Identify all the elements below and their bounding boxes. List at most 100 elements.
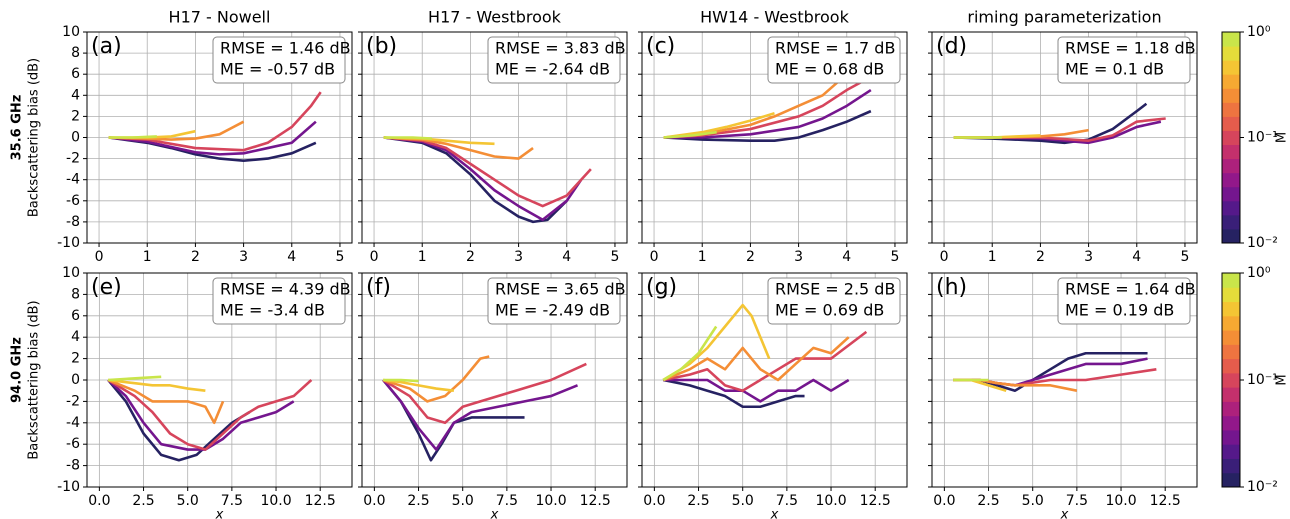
frame (641, 31, 908, 244)
x-tick-label: 2 (466, 249, 475, 265)
annotation-box (212, 277, 346, 325)
plot-area (107, 375, 313, 462)
y-tick-label: -2 (66, 393, 80, 409)
annotation-text: ME = 0.68 dB (775, 60, 884, 79)
annotation-text: RMSE = 3.83 dB (495, 39, 626, 58)
colorbar-band (1222, 372, 1240, 388)
colorbar-tick-label: 10⁻² (1247, 235, 1278, 251)
series-line (383, 136, 592, 208)
x-tick-label: 5.0 (732, 493, 754, 509)
annotation-text: ME = -0.57 dB (220, 60, 335, 79)
x-tick-label: 2.5 (132, 493, 154, 509)
panel-label: (a) (91, 34, 122, 59)
plot-area (383, 136, 592, 224)
panel: 0 1 2 3 4 5 HW14 - Westbrook (c) RMSE = 1.7 dB ME… (638, 8, 908, 265)
annotation-text: ME = -2.64 dB (495, 60, 610, 79)
x-tick-label: 3 (1084, 249, 1093, 265)
x-tick-label: 10.0 (815, 493, 846, 509)
annotation-box (487, 36, 621, 84)
series-line (663, 111, 775, 139)
y-tick-label: 8 (71, 286, 80, 302)
x-tick-label: 4 (562, 249, 571, 265)
series-line (108, 135, 157, 139)
colorbar-band (1222, 315, 1240, 331)
y-tick-label: 10 (62, 265, 80, 281)
x-tick-label: 10.0 (535, 493, 566, 509)
colorbar-band (1222, 102, 1240, 117)
x-tick-label: 5.0 (177, 493, 199, 509)
colorbar-band (1222, 172, 1240, 188)
x-tick-label: 2.5 (977, 493, 999, 509)
x-tick-label: 5.0 (1022, 493, 1044, 509)
panel-title: H17 - Nowell (169, 8, 271, 27)
x-tick-label: 7.5 (221, 493, 243, 509)
panel: 0.0 2.5 5.0 7.5 10.0 12.5 x (g) RMSE = 2.5 dB ME … (638, 272, 908, 519)
panel: 0.0 2.5 5.0 7.5 10.0 12.5 x (h) RMSE = 1.64 dB ME… (928, 265, 1290, 519)
x-tick-label: 5 (610, 249, 619, 265)
x-tick-label: 4 (842, 249, 851, 265)
series-line (108, 91, 322, 152)
x-tick-label: 5 (1180, 249, 1189, 265)
row-label: 94.0 GHz (10, 337, 25, 403)
y-tick-label: 2 (71, 108, 80, 124)
x-tick-label: 1 (698, 249, 707, 265)
y-tick-label: -4 (66, 172, 80, 188)
colorbar-tick-label: 10⁻² (1247, 479, 1278, 495)
series-line (382, 362, 587, 425)
annotation-box (487, 277, 621, 325)
x-tick-label: 1 (143, 249, 152, 265)
x-tick-label: 4 (287, 249, 296, 265)
y-tick-label: 0 (71, 372, 80, 388)
x-tick-label: 2.5 (687, 493, 709, 509)
y-tick-label: -6 (66, 436, 80, 452)
x-tick-label: 0.0 (643, 493, 665, 509)
annotation-box (212, 36, 346, 84)
frame (361, 31, 628, 244)
frame (86, 31, 353, 244)
annotation-text: ME = -2.49 dB (495, 301, 610, 320)
x-tick-label: 5 (335, 249, 344, 265)
x-tick-label: 7.5 (1066, 493, 1088, 509)
series-line (107, 378, 225, 425)
colorbar-label: M (1275, 374, 1290, 385)
panel: 0 1 2 3 4 5 H17 - Westbrook (b) RMSE = 3.83 dB ME… (358, 8, 628, 265)
colorbar-band (1222, 130, 1240, 146)
y-tick-label: 6 (71, 308, 80, 324)
panel-label: (c) (646, 34, 675, 59)
x-tick-label: 0 (650, 249, 659, 265)
x-tick-label: 5.0 (452, 493, 474, 509)
x-tick-label: 10.0 (1105, 493, 1136, 509)
annotation-text: RMSE = 4.39 dB (220, 280, 351, 299)
colorbar-band (1222, 444, 1240, 459)
x-tick-label: 4 (1132, 249, 1141, 265)
x-tick-label: 1 (988, 249, 997, 265)
annotation-text: RMSE = 1.64 dB (1065, 280, 1196, 299)
colorbar-band (1222, 88, 1240, 103)
series-line (382, 379, 579, 451)
y-axis-label: Backscattering bias (dB) (27, 300, 42, 459)
colorbar-band (1222, 401, 1240, 417)
panel-label: (g) (646, 275, 677, 300)
x-axis-label: x (1060, 508, 1069, 519)
x-tick-label: 3 (794, 249, 803, 265)
panel: 0.0 2.5 5.0 7.5 10.0 12.5 x (f) RMSE = 3.65 dB ME… (358, 272, 628, 519)
x-axis-label: x (215, 508, 224, 519)
series-line (108, 120, 317, 156)
y-tick-label: 4 (71, 329, 80, 345)
annotation-text: ME = -3.4 dB (220, 301, 325, 320)
x-tick-label: 0 (940, 249, 949, 265)
series-line (663, 78, 867, 139)
colorbar-band (1222, 116, 1240, 131)
panel-title: riming parameterization (967, 8, 1161, 27)
annotation-text: RMSE = 1.7 dB (775, 39, 895, 58)
colorbar-tick-label: 10⁻¹ (1247, 130, 1278, 146)
y-tick-label: 6 (71, 66, 80, 82)
y-tick-label: -2 (66, 151, 80, 167)
x-tick-label: 3 (239, 249, 248, 265)
plot-area (108, 91, 322, 163)
series-line (663, 109, 872, 142)
plot-area (382, 355, 587, 462)
colorbar-band (1222, 458, 1240, 474)
annotation-text: ME = 0.19 dB (1065, 301, 1174, 320)
